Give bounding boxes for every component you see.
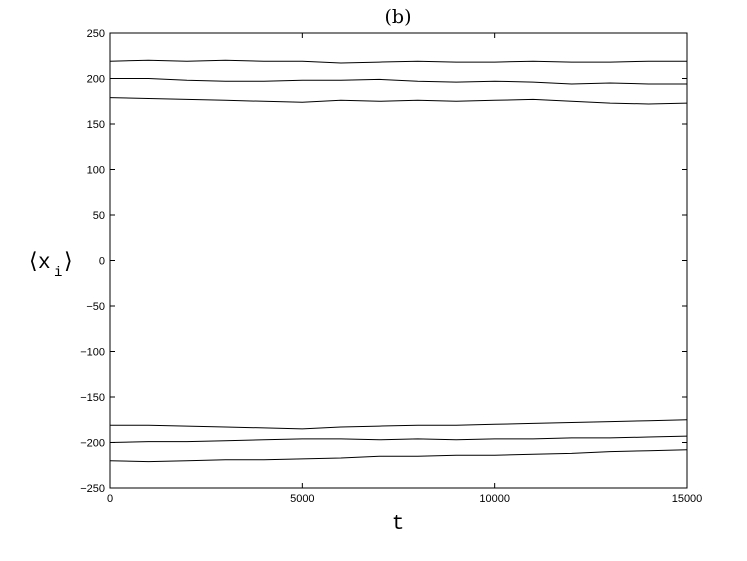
x-tick-label: 15000: [672, 493, 703, 505]
series-line-6: [109, 449, 688, 463]
chart-title: (b): [385, 6, 412, 28]
y-axis-label: ⟨ x i ⟩: [29, 249, 73, 281]
y-axis-label-var: x: [38, 252, 51, 275]
y-axis-label-right-bracket: ⟩: [64, 249, 73, 274]
y-axis-label-left-bracket: ⟨: [29, 249, 38, 274]
y-tick-label: 200: [87, 74, 105, 86]
y-axis-ticks: 250 200 150 100 50 0 −50 −100 −150 −200 −250: [80, 28, 687, 495]
y-tick-label: −200: [80, 438, 105, 450]
x-axis-label: t: [392, 513, 405, 536]
y-tick-label: −100: [80, 347, 105, 359]
plot-area: [109, 32, 688, 489]
x-tick-label: 5000: [290, 493, 314, 505]
series-line-1: [109, 59, 687, 64]
y-tick-label: 50: [93, 210, 105, 222]
series-line-5: [109, 435, 688, 443]
y-tick-label: 0: [99, 256, 105, 268]
x-axis-ticks: 0 5000 10000 15000: [107, 33, 702, 505]
y-tick-label: 150: [87, 119, 105, 131]
y-tick-label: −150: [80, 392, 105, 404]
series-line-4: [110, 419, 688, 430]
series-line-3: [109, 97, 688, 105]
y-tick-label: 250: [87, 28, 105, 40]
series-lines: [109, 59, 688, 463]
series-line-2: [110, 78, 687, 85]
y-axis-label-subscript: i: [54, 265, 62, 281]
y-tick-label: −50: [86, 301, 105, 313]
x-tick-label: 0: [107, 493, 113, 505]
y-tick-label: −250: [80, 483, 105, 495]
x-tick-label: 10000: [479, 493, 510, 505]
y-tick-label: 100: [87, 165, 105, 177]
